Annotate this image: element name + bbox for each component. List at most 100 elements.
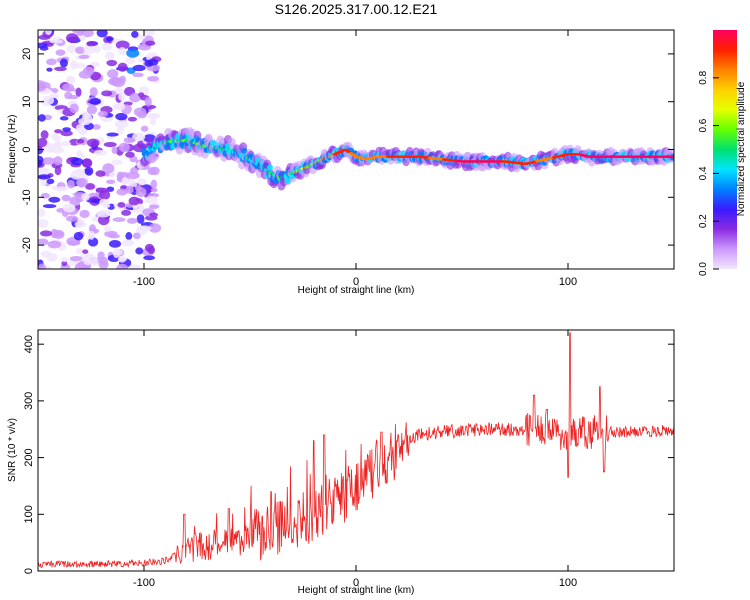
snr-y-tick-label: 0 xyxy=(23,568,35,574)
spectrogram-cell xyxy=(115,112,128,121)
spectrogram-cell xyxy=(46,178,55,185)
spectrogram-cell xyxy=(62,83,75,92)
spectrogram-cell xyxy=(150,179,158,189)
spectrogram-cell xyxy=(108,239,122,248)
colorbar-tick-label: 0.0 xyxy=(698,262,709,276)
spectrogram-cell xyxy=(48,196,61,203)
spectrogram-cell xyxy=(114,119,129,129)
spectrogram-cell xyxy=(72,30,86,34)
spectrogram-cell xyxy=(77,153,85,159)
spectrogram-cell xyxy=(66,33,79,43)
spectrogram-cell xyxy=(138,92,145,98)
spectrogram-y-tick-label: 10 xyxy=(21,96,33,108)
spectrogram-cell xyxy=(83,44,96,55)
spectrogram-cell xyxy=(55,49,66,56)
spectrogram-cell xyxy=(89,97,102,105)
spectrogram-cell xyxy=(38,167,50,176)
spectrogram-cell xyxy=(86,41,96,47)
spectrogram-cell xyxy=(142,104,157,110)
spectrogram-cell xyxy=(81,158,93,168)
snr-axes: -100 0 100 0 100 200 300 400 xyxy=(23,330,674,589)
spectrogram-cell xyxy=(76,247,83,255)
spectrogram-x-tick-label: 0 xyxy=(353,276,359,288)
spectrogram-cell xyxy=(86,105,98,115)
spectrogram-cell xyxy=(82,249,89,254)
spectrogram-cell xyxy=(129,264,141,269)
spectrogram-cell xyxy=(88,230,95,240)
spectrogram-cell xyxy=(60,130,73,137)
spectrogram-cell xyxy=(115,40,130,50)
chart-title: S126.2025.317.00.12.E21 xyxy=(275,1,438,17)
spectrogram-cell xyxy=(148,223,162,233)
spectrogram-cell xyxy=(62,203,76,213)
spectrogram-cell xyxy=(78,54,90,59)
spectrogram-cell xyxy=(144,96,152,107)
spectrogram-y-label: Frequency (Hz) xyxy=(7,115,18,184)
spectrogram-cell xyxy=(38,238,49,246)
spectrogram-cell xyxy=(670,155,674,158)
spectrogram-cell xyxy=(144,243,155,252)
spectrogram-cell xyxy=(127,116,137,122)
spectrogram-cell xyxy=(40,130,49,140)
spectrogram-cell xyxy=(106,179,116,185)
spectrogram-cell xyxy=(125,232,133,241)
spectrogram-cell xyxy=(117,62,128,72)
spectrogram-cell xyxy=(54,186,68,192)
spectrogram-cell xyxy=(116,263,129,269)
spectrogram-cell xyxy=(59,58,68,68)
spectrogram-cell xyxy=(38,138,48,148)
snr-panel: -100 0 100 0 100 200 300 400 Height of straight… xyxy=(7,329,675,596)
spectrogram-cell xyxy=(70,170,84,180)
spectrogram-cell xyxy=(96,30,108,38)
spectrogram-cell xyxy=(85,183,96,190)
spectrogram-cell xyxy=(144,195,158,204)
spectrogram-cell xyxy=(59,116,69,121)
spectrogram-cell xyxy=(135,187,147,198)
colorbar: 0.0 0.2 0.4 0.6 0.8 Normalized spectral ampl… xyxy=(698,30,747,276)
spectrogram-cell xyxy=(131,30,139,38)
spectrogram-x-tick-label: -100 xyxy=(133,276,155,288)
spectrogram-cell xyxy=(115,249,123,256)
spectrogram-cell xyxy=(151,150,160,161)
spectrogram-cell xyxy=(150,187,158,193)
spectrogram-cell xyxy=(135,247,144,255)
spectrogram-cell xyxy=(93,45,101,53)
spectrogram-x-tick-label: 100 xyxy=(559,276,577,288)
spectrogram-cell xyxy=(102,163,115,174)
spectrogram-cell xyxy=(82,66,95,76)
spectrogram-cell xyxy=(126,48,140,58)
spectrogram-cell xyxy=(125,185,134,194)
spectrogram-cell xyxy=(121,239,135,247)
spectrogram-cell xyxy=(76,138,85,144)
spectrogram-x-label: Height of straight line (km) xyxy=(298,285,415,296)
spectrogram-cell xyxy=(79,35,86,41)
spectrogram-y-tick-label: -10 xyxy=(21,189,33,205)
spectrogram-cell xyxy=(116,188,128,196)
spectrogram-cell xyxy=(111,159,123,166)
spectrogram-cell xyxy=(118,142,130,153)
spectrogram-cell xyxy=(38,208,46,217)
spectrogram-cell xyxy=(144,60,154,67)
spectrogram-cell xyxy=(123,178,135,184)
colorbar-tick-label: 0.2 xyxy=(698,214,709,228)
spectrogram-cell xyxy=(98,190,111,200)
spectrogram-cell xyxy=(145,40,156,46)
colorbar-tick-label: 0.6 xyxy=(698,118,709,132)
spectrogram-cell xyxy=(69,103,79,114)
spectrogram-cell xyxy=(53,156,63,166)
colorbar-tick-label: 0.8 xyxy=(698,70,709,84)
spectrogram-cell xyxy=(99,198,110,206)
spectrogram-cell xyxy=(38,263,46,269)
spectrogram-cell xyxy=(116,103,126,111)
spectrogram-cell xyxy=(67,94,79,100)
spectrogram-cell xyxy=(125,56,136,65)
spectrogram-cell xyxy=(96,209,111,218)
spectrogram-cell xyxy=(67,240,81,246)
snr-y-tick-label: 100 xyxy=(23,505,35,523)
spectrogram-cell xyxy=(41,157,56,165)
spectrogram-cell xyxy=(50,228,59,239)
spectrogram-cell xyxy=(143,30,155,37)
spectrogram-cell xyxy=(61,140,71,147)
spectrogram-cell xyxy=(101,90,113,97)
